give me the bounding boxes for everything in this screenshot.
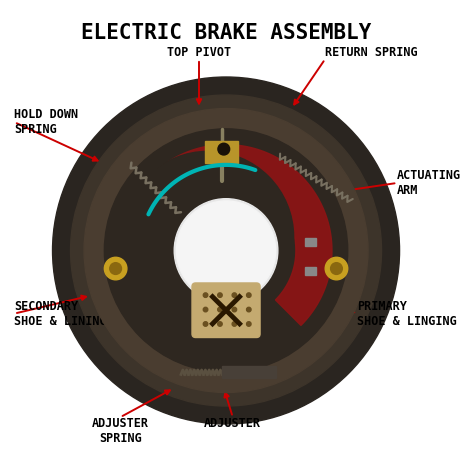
- Circle shape: [104, 257, 127, 280]
- Text: RETURN SPRING: RETURN SPRING: [325, 46, 418, 59]
- Text: HOLD DOWN
SPRING: HOLD DOWN SPRING: [14, 108, 78, 136]
- Circle shape: [122, 151, 294, 323]
- FancyBboxPatch shape: [205, 141, 238, 163]
- Circle shape: [176, 201, 275, 300]
- Circle shape: [174, 199, 278, 302]
- Polygon shape: [158, 145, 332, 326]
- Text: ACTUATING
ARM: ACTUATING ARM: [397, 169, 461, 197]
- Text: MAGNET: MAGNET: [175, 210, 218, 223]
- Circle shape: [110, 263, 121, 274]
- FancyBboxPatch shape: [305, 238, 316, 246]
- Circle shape: [246, 307, 251, 312]
- Circle shape: [218, 143, 229, 155]
- Circle shape: [325, 257, 348, 280]
- Text: ELECTRIC BRAKE ASSEMBLY: ELECTRIC BRAKE ASSEMBLY: [81, 23, 371, 43]
- Circle shape: [53, 77, 400, 424]
- Circle shape: [218, 322, 222, 326]
- Circle shape: [218, 307, 222, 312]
- Circle shape: [246, 322, 251, 326]
- Text: PRIMARY
SHOE & LINGING: PRIMARY SHOE & LINGING: [357, 300, 456, 328]
- Text: ADJUSTER: ADJUSTER: [204, 417, 261, 430]
- Circle shape: [330, 263, 342, 274]
- Text: TOP PIVOT: TOP PIVOT: [167, 46, 231, 59]
- Circle shape: [218, 293, 222, 297]
- Text: SECONDARY
SHOE & LINING: SECONDARY SHOE & LINING: [14, 300, 107, 328]
- Circle shape: [71, 95, 382, 406]
- Circle shape: [203, 322, 208, 326]
- Circle shape: [232, 293, 237, 297]
- Circle shape: [104, 129, 348, 372]
- Circle shape: [84, 109, 368, 392]
- FancyBboxPatch shape: [305, 267, 316, 275]
- FancyBboxPatch shape: [221, 366, 275, 378]
- Circle shape: [232, 307, 237, 312]
- Circle shape: [203, 307, 208, 312]
- FancyBboxPatch shape: [192, 283, 260, 337]
- Circle shape: [203, 293, 208, 297]
- Circle shape: [246, 293, 251, 297]
- Text: ADJUSTER
SPRING: ADJUSTER SPRING: [91, 417, 149, 445]
- Circle shape: [232, 322, 237, 326]
